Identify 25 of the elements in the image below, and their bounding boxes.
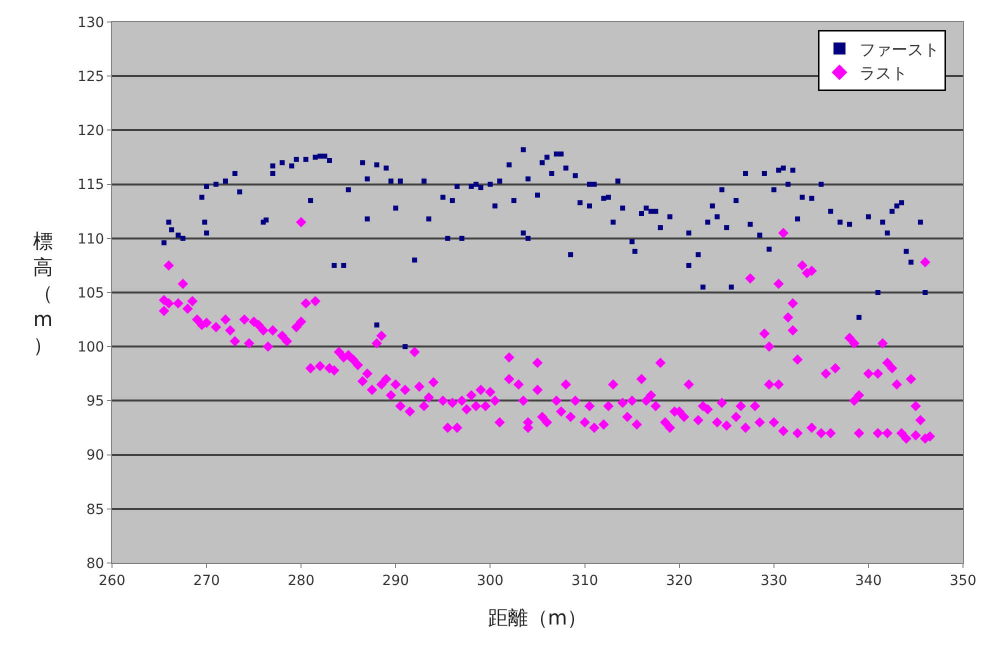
y-tick-label: 105 [77,285,104,302]
y-tick-label: 125 [77,69,104,85]
x-tick-label: 260 [98,572,126,589]
legend-label: ラスト [859,64,908,83]
x-tick-label: 290 [382,572,410,589]
y-tick-label: 120 [77,123,104,140]
x-tick-label: 330 [760,572,788,589]
x-tick-label: 300 [476,572,504,589]
y-tick-label: 95 [86,394,104,410]
x-tick-label: 280 [288,572,314,589]
y-tick-label: 115 [77,177,104,194]
x-tick-label: 310 [571,572,598,589]
y-tick-label: 85 [86,502,104,518]
x-axis-title: 距離（m） [488,605,588,630]
y-tick-label: 110 [77,231,104,248]
y-tick-label: 130 [77,14,104,31]
x-tick-label: 340 [855,572,882,589]
y-tick-label: 100 [77,340,104,356]
x-tick-label: 320 [666,572,693,589]
y-tick-label: 90 [86,448,104,464]
y-tick-label: 80 [86,556,104,572]
x-tick-label: 270 [193,572,220,589]
legend-label: ファースト [859,40,940,59]
y-axis-title: 標高（m） [33,229,53,357]
x-tick-label: 350 [950,572,976,589]
